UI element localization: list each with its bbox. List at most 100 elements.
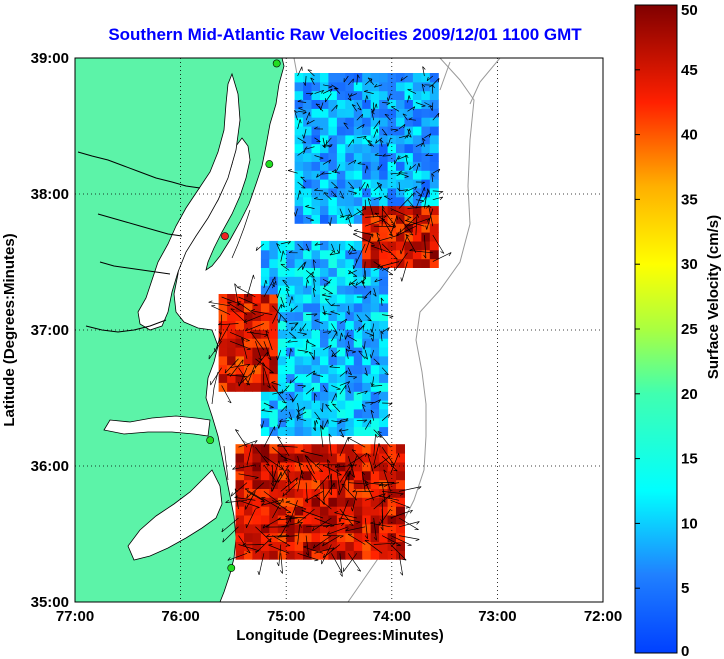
velocity-cell (252, 506, 262, 516)
velocity-cell (303, 152, 313, 162)
velocity-cell (320, 134, 329, 145)
velocity-cell (336, 541, 346, 551)
velocity-cell (353, 488, 363, 498)
velocity-cell (294, 338, 304, 348)
velocity-vector (348, 452, 368, 466)
velocity-cell (286, 453, 296, 463)
velocity-cell (421, 258, 431, 268)
velocity-vector (378, 494, 400, 501)
velocity-cell (311, 187, 321, 198)
velocity-cell (336, 90, 346, 100)
velocity-cell (379, 302, 389, 313)
velocity-cell (421, 108, 431, 118)
velocity-cell (286, 364, 296, 375)
velocity-vector (415, 214, 420, 236)
velocity-cell (345, 126, 355, 136)
velocity-vector (424, 102, 433, 108)
velocity-cell (303, 161, 313, 171)
velocity-cell (336, 285, 346, 295)
velocity-cell (252, 550, 262, 560)
velocity-cell (294, 285, 304, 295)
velocity-cell (244, 523, 253, 534)
isobath-deep (439, 58, 501, 105)
velocity-vector (339, 517, 361, 524)
velocity-cell (294, 258, 304, 268)
velocity-vector (276, 287, 282, 299)
velocity-cell (252, 515, 262, 525)
velocity-vector (265, 330, 273, 351)
velocity-cell (404, 223, 414, 233)
velocity-vector (319, 102, 324, 111)
velocity-vector (230, 363, 251, 369)
velocity-cell (244, 347, 253, 357)
velocity-cell (379, 461, 389, 472)
velocity-vector (289, 322, 299, 326)
velocity-vector (297, 190, 302, 200)
velocity-cell (252, 382, 262, 392)
velocity-vector (432, 234, 445, 254)
colorbar-tick-label: 30 (681, 256, 698, 273)
velocity-cell (269, 311, 279, 321)
velocity-cell (336, 73, 346, 83)
velocity-cell (311, 373, 321, 383)
velocity-vector (272, 391, 283, 395)
velocity-vector (382, 314, 394, 319)
velocity-cell (362, 108, 372, 118)
plot-frame (74, 57, 604, 603)
velocity-cell (345, 497, 355, 507)
velocity-cell (336, 373, 346, 383)
velocity-cell (235, 488, 245, 498)
velocity-cell (277, 347, 287, 357)
velocity-cell (412, 196, 422, 207)
velocity-vector (244, 323, 265, 332)
velocity-vector (345, 208, 366, 221)
velocity-vector (431, 173, 435, 183)
velocity-vector (305, 535, 309, 556)
velocity-cell (362, 497, 372, 507)
velocity-cell (311, 258, 321, 268)
velocity-cell (345, 187, 355, 198)
velocity-vector (398, 535, 420, 542)
velocity-cell (362, 541, 372, 551)
velocity-vector (356, 419, 368, 423)
velocity-vector (370, 332, 375, 342)
velocity-cell (379, 541, 389, 551)
velocity-cell (362, 400, 372, 410)
velocity-vector (314, 419, 319, 430)
velocity-cell (336, 488, 346, 498)
velocity-cell (269, 488, 279, 498)
velocity-vector (373, 128, 379, 138)
velocity-cell (370, 532, 380, 542)
velocity-vector (364, 183, 369, 192)
velocity-vector (310, 77, 315, 85)
velocity-cell (379, 81, 389, 92)
velocity-vector (230, 482, 248, 497)
velocity-cell (345, 444, 355, 454)
velocity-cell (404, 258, 414, 268)
velocity-vector (348, 78, 354, 86)
colorbar-tick-label: 40 (681, 127, 698, 144)
velocity-vector (398, 517, 419, 531)
velocity-cell (353, 391, 363, 401)
velocity-cell (345, 134, 355, 145)
velocity-vector (345, 348, 350, 359)
velocity-vector (373, 225, 397, 229)
velocity-cell (362, 73, 372, 83)
velocity-cell (320, 152, 329, 162)
velocity-vector (213, 332, 222, 353)
velocity-cell (244, 329, 253, 339)
velocity-vector (381, 535, 401, 546)
velocity-cell (429, 187, 439, 198)
velocity-cell (353, 214, 363, 224)
velocity-cell (235, 294, 245, 304)
velocity-cell (362, 470, 372, 481)
velocity-cell (396, 205, 405, 215)
velocity-cell (421, 81, 431, 92)
velocity-cell (362, 179, 372, 189)
velocity-cell (345, 382, 355, 392)
velocity-vector (364, 517, 368, 540)
velocity-cell (218, 347, 228, 357)
velocity-vector (380, 297, 384, 306)
velocity-cell (269, 479, 279, 489)
velocity-vector (294, 208, 298, 217)
